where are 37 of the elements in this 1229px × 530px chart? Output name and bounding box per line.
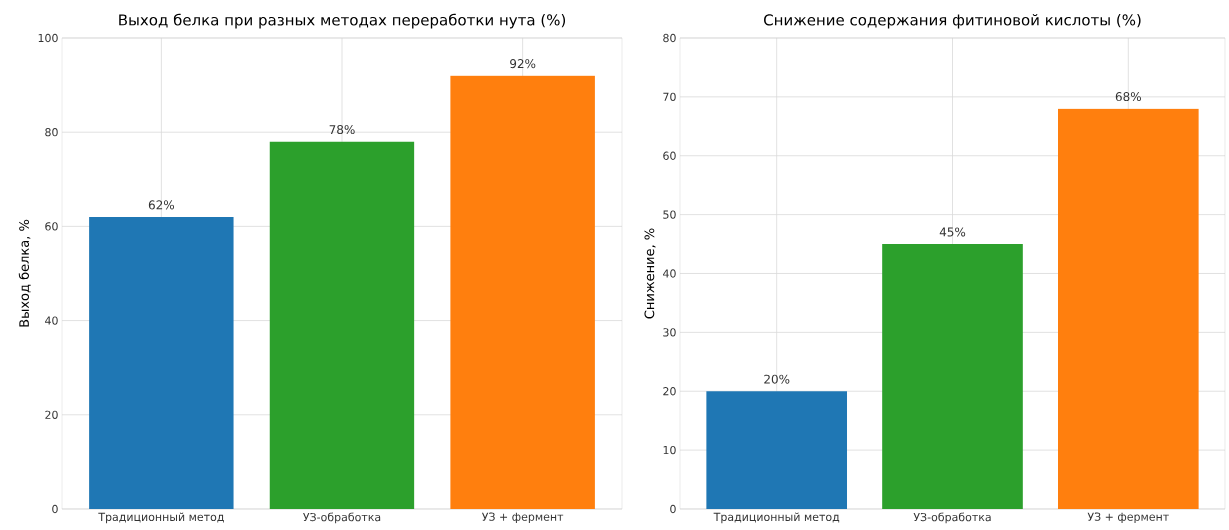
y-tick-label: 50 [663,210,676,219]
bar [450,75,595,509]
x-tick-label: УЗ + фермент [1087,512,1169,523]
y-tick-label: 30 [663,328,676,337]
x-tick-label: Традиционный метод [713,512,840,524]
y-tick-label: 60 [663,151,676,160]
y-tick-label: 60 [45,222,58,231]
y-tick-label: 0 [670,504,676,514]
bar [1057,108,1199,509]
y-tick-label: 0 [52,504,58,514]
y-tick-label: 80 [45,128,58,137]
data-label: 78% [329,125,355,135]
x-tick-label: Традиционный метод [98,512,224,524]
chart-title: Выход белка при разных методах переработки нута (%) [119,13,566,29]
data-label: 45% [939,227,966,237]
y-tick-label: 100 [38,33,58,43]
x-tick-label: УЗ-обработка [913,512,991,524]
bar [89,216,234,509]
chart-title: Снижение содержания фитиновой кислоты (%) [764,13,1141,29]
x-tick-label: УЗ-обработка [303,512,381,524]
bar [269,141,415,509]
y-tick-label: 80 [663,33,676,43]
data-label: 20% [764,374,790,384]
y-axis-title: Снижение, % [644,228,656,319]
bar [882,244,1023,509]
y-tick-label: 70 [663,92,676,102]
y-tick-label: 40 [663,269,676,278]
y-tick-label: 40 [45,316,58,325]
y-tick-label: 10 [663,445,676,455]
y-tick-label: 20 [663,387,676,396]
y-axis-title: Выход белка, % [18,219,31,327]
data-label: 68% [1115,92,1141,102]
data-label: 92% [510,59,536,69]
y-tick-label: 20 [45,410,58,419]
data-label: 62% [148,200,175,210]
x-tick-label: УЗ + фермент [481,512,564,523]
bar [706,391,848,509]
